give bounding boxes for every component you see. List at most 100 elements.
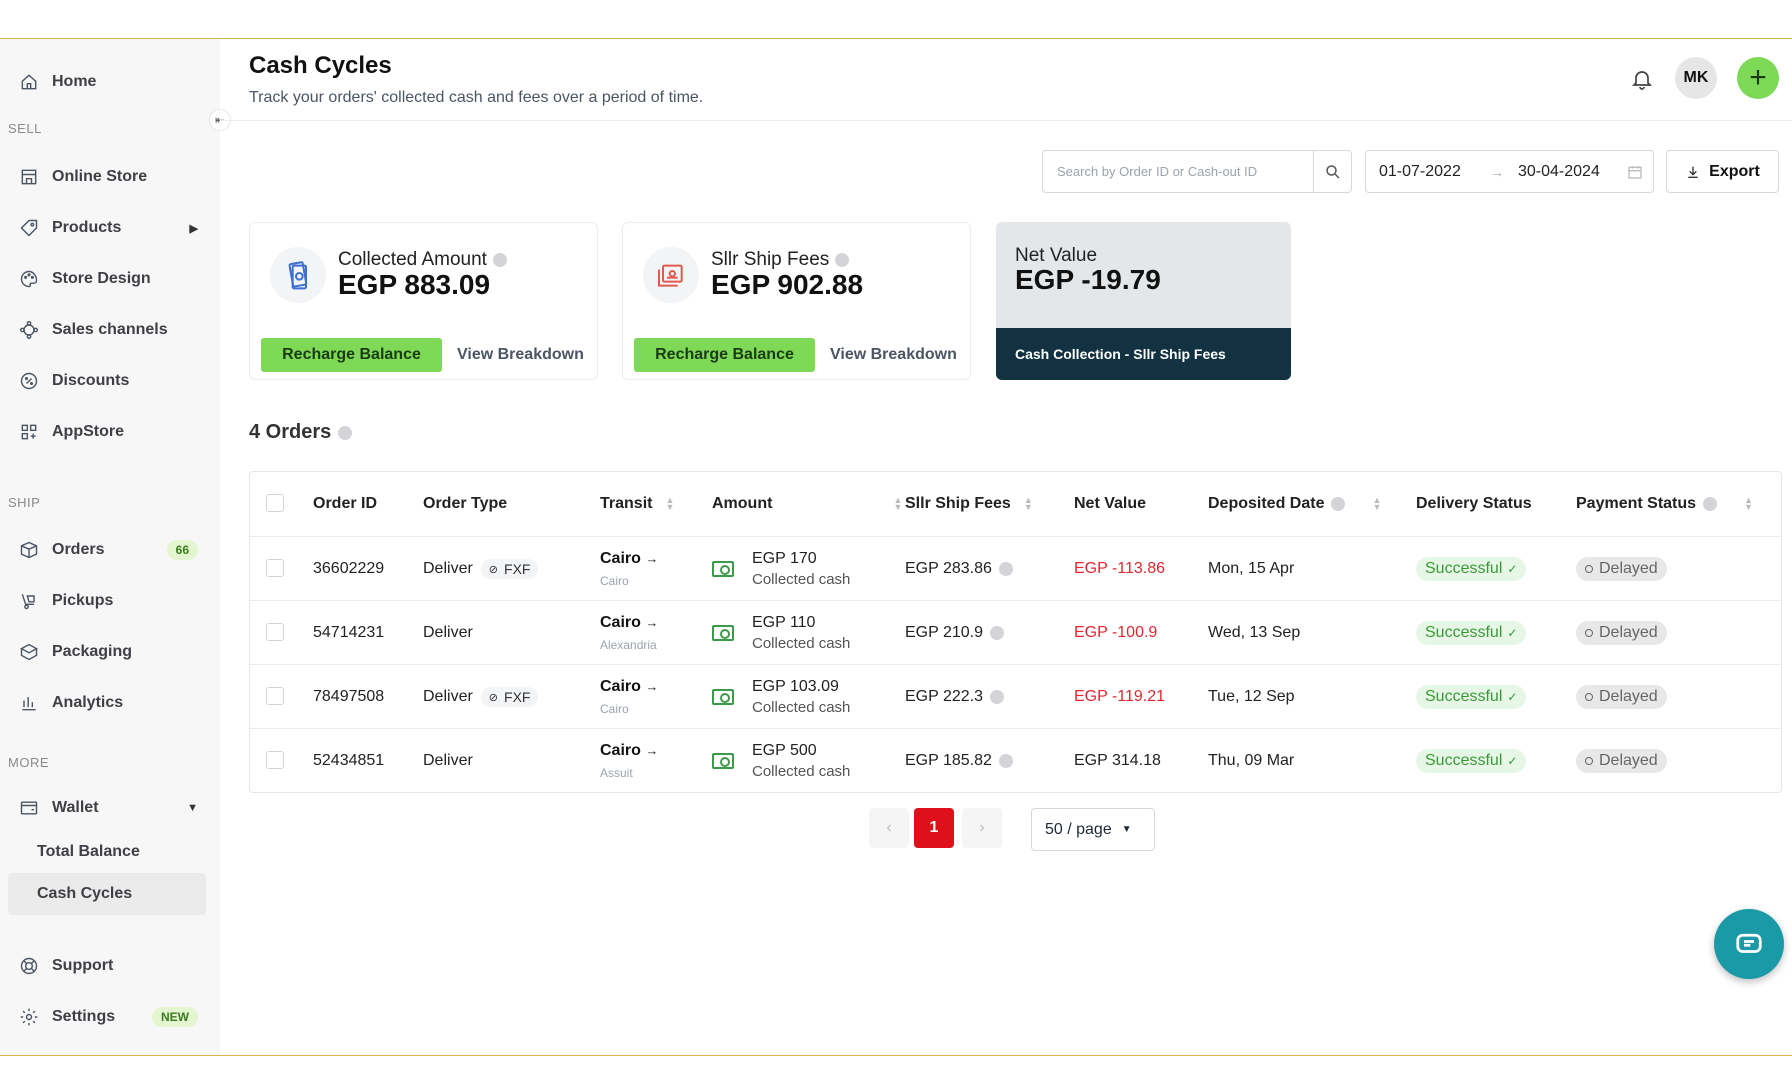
chat-button[interactable] xyxy=(1714,909,1784,979)
sidebar-item-label: Wallet xyxy=(52,799,99,816)
date-from[interactable]: 01-07-2022 xyxy=(1379,162,1461,180)
sidebar-item-pickups[interactable]: Pickups xyxy=(0,575,220,627)
sidebar-item-settings[interactable]: Settings NEW xyxy=(0,991,220,1043)
page-size-select[interactable]: 50 / page ▼ xyxy=(1031,808,1155,851)
row-checkbox[interactable] xyxy=(266,559,284,577)
order-id[interactable]: 52434851 xyxy=(313,752,385,769)
status-badge: Successful ✓ xyxy=(1416,621,1527,645)
status-label: Successful xyxy=(1425,560,1503,577)
search-input[interactable]: Search by Order ID or Cash-out ID xyxy=(1042,150,1352,193)
row-checkbox[interactable] xyxy=(266,687,284,705)
column-header-deposited-date[interactable]: Deposited Date ▲ ▼ xyxy=(1208,472,1381,536)
info-icon[interactable] xyxy=(338,425,353,440)
caret-down-icon: ▼ xyxy=(1121,824,1132,835)
order-id[interactable]: 54714231 xyxy=(313,624,385,641)
info-icon[interactable] xyxy=(989,626,1004,640)
calendar-icon xyxy=(1628,166,1642,179)
arrow-right-icon: → xyxy=(645,679,659,694)
deposited-date: Thu, 09 Mar xyxy=(1208,752,1295,769)
info-icon[interactable] xyxy=(1703,497,1718,511)
column-header-order-type: Order Type xyxy=(423,495,508,512)
recharge-balance-button[interactable]: Recharge Balance xyxy=(261,338,442,372)
transit-destination: Cairo xyxy=(600,550,641,567)
info-icon[interactable] xyxy=(998,562,1013,576)
export-button[interactable]: Export xyxy=(1666,150,1779,193)
palette-icon xyxy=(18,268,40,290)
info-icon[interactable] xyxy=(998,754,1013,768)
sidebar-item-store-design[interactable]: Store Design xyxy=(0,253,220,305)
info-icon[interactable] xyxy=(835,253,850,267)
order-type: Deliver xyxy=(423,729,473,793)
sidebar-item-discounts[interactable]: Discounts xyxy=(0,355,220,407)
column-header-fees[interactable]: Sllr Ship Fees ▲ ▼ xyxy=(905,472,1033,536)
sidebar-item-support[interactable]: Support xyxy=(0,940,220,992)
next-page-button[interactable]: › xyxy=(962,808,1002,848)
sidebar-item-home[interactable]: Home xyxy=(0,56,220,108)
fees-value: EGP 210.9 xyxy=(905,624,983,641)
add-button[interactable]: + xyxy=(1737,57,1779,99)
section-label-sell: SELL xyxy=(8,121,42,136)
sort-icon[interactable]: ▲ ▼ xyxy=(1023,495,1033,512)
column-header-delivery-status: Delivery Status xyxy=(1416,495,1532,512)
info-icon[interactable] xyxy=(492,253,507,267)
delivery-status: Successful ✓ xyxy=(1416,665,1527,729)
check-icon: ✓ xyxy=(1507,690,1518,704)
table-row[interactable]: 78497508 Deliver ⊘ FXF Cairo → Cairo EGP 103.0… xyxy=(250,664,1781,728)
sidebar-item-cash-cycles[interactable]: Cash Cycles xyxy=(8,873,206,915)
table-row[interactable]: 36602229 Deliver ⊘ FXF Cairo → Cairo EGP 170 Co… xyxy=(250,536,1781,600)
arrow-right-icon: → xyxy=(1490,163,1504,180)
sidebar-item-sales-channels[interactable]: Sales channels xyxy=(0,304,220,356)
fees-cell: EGP 222.3 xyxy=(905,665,1004,729)
page-button-current[interactable]: 1 xyxy=(914,808,954,848)
sidebar-item-online-store[interactable]: Online Store xyxy=(0,151,220,203)
sidebar-item-products[interactable]: Products ▶ xyxy=(0,202,220,254)
status-label: Successful xyxy=(1425,752,1503,769)
sort-icon[interactable]: ▲ ▼ xyxy=(1372,495,1382,512)
table-row[interactable]: 52434851 Deliver Cairo → Assuit EGP 500 Colle… xyxy=(250,728,1781,792)
date-range-picker[interactable]: 01-07-2022 → 30-04-2024 xyxy=(1365,150,1654,193)
view-breakdown-button[interactable]: View Breakdown xyxy=(457,346,584,363)
row-checkbox[interactable] xyxy=(266,751,284,769)
recharge-balance-button[interactable]: Recharge Balance xyxy=(634,338,815,372)
status-label: Delayed xyxy=(1599,624,1658,641)
order-id[interactable]: 36602229 xyxy=(313,560,385,577)
payment-status: Delayed xyxy=(1576,601,1667,665)
avatar[interactable]: MK xyxy=(1675,57,1717,99)
sidebar-item-label: Orders xyxy=(52,541,105,558)
info-icon[interactable] xyxy=(989,690,1004,704)
column-header-amount[interactable]: Amount ▲ ▼ xyxy=(712,472,902,536)
table-row[interactable]: 54714231 Deliver Cairo → Alexandria EGP 110 C… xyxy=(250,600,1781,664)
sidebar-item-total-balance[interactable]: Total Balance xyxy=(37,843,140,860)
sidebar-item-packaging[interactable]: Packaging xyxy=(0,626,220,678)
date-to[interactable]: 30-04-2024 xyxy=(1518,162,1600,180)
sidebar-item-label: Home xyxy=(52,73,97,90)
order-type: Deliver ⊘ FXF xyxy=(423,537,539,601)
sidebar-item-wallet[interactable]: Wallet ▼ xyxy=(0,782,220,834)
bell-icon[interactable] xyxy=(1630,67,1654,91)
header-label: Payment Status xyxy=(1576,495,1697,512)
view-breakdown-button[interactable]: View Breakdown xyxy=(830,346,957,363)
sidebar-item-analytics[interactable]: Analytics xyxy=(0,677,220,729)
sidebar-item-label: Analytics xyxy=(52,694,124,711)
search-button[interactable] xyxy=(1313,151,1351,192)
delivery-status: Successful ✓ xyxy=(1416,537,1527,601)
column-header-payment-status[interactable]: Payment Status ▲ ▼ xyxy=(1576,472,1753,536)
column-header-transit[interactable]: Transit ▲ ▼ xyxy=(600,472,674,536)
sort-icon[interactable]: ▲ ▼ xyxy=(1744,495,1754,512)
cash-icon xyxy=(712,625,734,641)
card-label: Sllr Ship Fees xyxy=(711,249,830,270)
export-label: Export xyxy=(1709,162,1760,180)
express-icon: ⊘ xyxy=(488,691,499,704)
sidebar-item-appstore[interactable]: AppStore xyxy=(0,406,220,458)
card-value: EGP -19.79 xyxy=(1015,264,1161,295)
row-checkbox[interactable] xyxy=(266,623,284,641)
payment-status: Delayed xyxy=(1576,537,1667,601)
info-icon[interactable] xyxy=(1331,497,1346,511)
prev-page-button[interactable]: ‹ xyxy=(869,808,909,848)
select-all-checkbox[interactable] xyxy=(266,494,284,512)
sort-icon[interactable]: ▲ ▼ xyxy=(893,495,903,512)
sort-icon[interactable]: ▲ ▼ xyxy=(665,495,675,512)
order-id[interactable]: 78497508 xyxy=(313,688,385,705)
sidebar-item-orders[interactable]: Orders 66 xyxy=(0,524,220,576)
amount-sub: Collected cash xyxy=(752,763,851,780)
